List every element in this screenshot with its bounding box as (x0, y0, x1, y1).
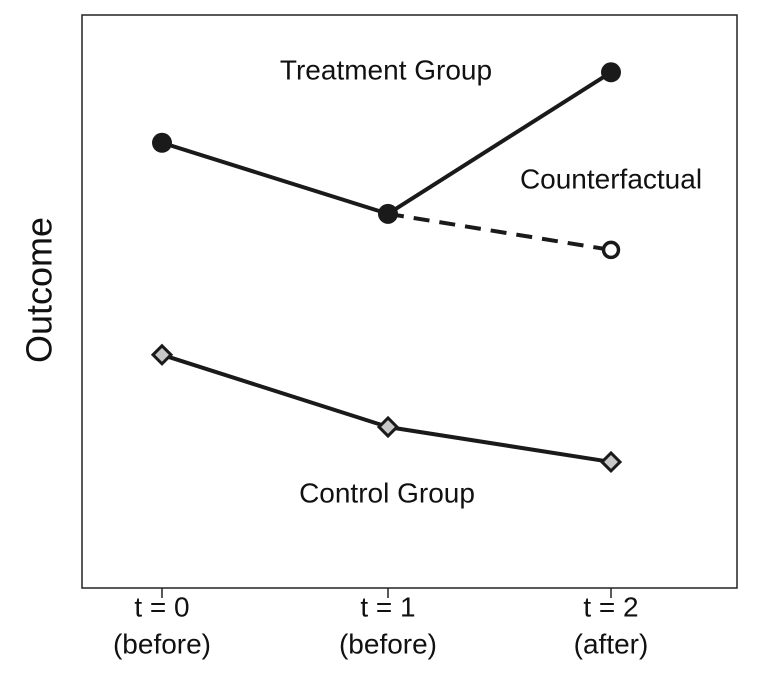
series-line (161, 352, 612, 464)
x-tick-note: (after) (574, 628, 649, 659)
plot-frame (81, 14, 738, 589)
marker (599, 450, 623, 474)
marker (601, 240, 621, 260)
series-label: Counterfactual (520, 163, 702, 194)
series-label: Control Group (299, 477, 475, 508)
y-axis-label: Outcome (19, 217, 60, 363)
marker (152, 132, 172, 153)
x-tick-label: t = 0 (134, 591, 189, 622)
series-label: Treatment Group (280, 54, 492, 85)
marker (378, 203, 398, 224)
x-tick-label: t = 1 (360, 591, 415, 622)
marker (150, 343, 174, 366)
x-tick-note: (before) (113, 628, 211, 659)
series-line (387, 211, 612, 252)
marker (376, 415, 400, 439)
x-tick-label: t = 2 (583, 591, 638, 622)
marker (601, 62, 621, 83)
x-tick-note: (before) (339, 628, 437, 659)
